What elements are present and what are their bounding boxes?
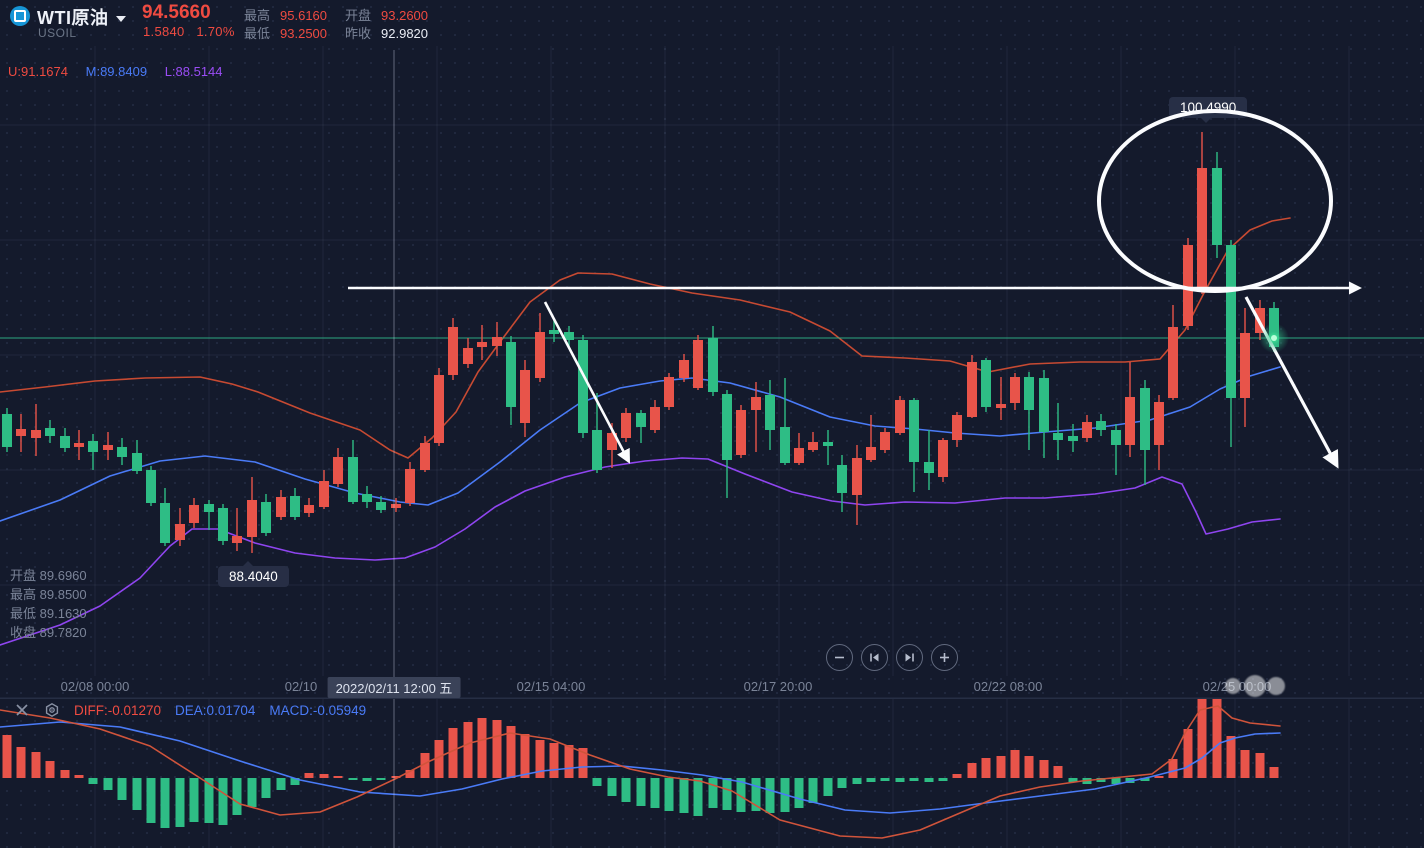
watermark-dot [1225, 678, 1241, 694]
close-indicator-icon[interactable] [14, 702, 30, 718]
macd-indicator-header: DIFF:-0.01270 DEA:0.01704 MACD:-0.05949 [14, 701, 366, 719]
time-tick-highlighted: 2022/02/11 12:00 五 [327, 677, 461, 698]
stat-high: 最高 95.6160 [244, 8, 328, 23]
minus-icon [835, 656, 844, 659]
time-tick-label: 02/10 [284, 679, 318, 694]
watermark-dot [1267, 677, 1285, 695]
time-tick-label: 02/08 00:00 [60, 679, 130, 694]
time-tick-label: 02/15 04:00 [516, 679, 586, 694]
symbol-code: USOIL [38, 26, 77, 40]
skip-end-icon [905, 653, 914, 662]
chevron-down-icon [115, 16, 126, 23]
pan-left-button[interactable] [861, 644, 888, 671]
time-tick-label: 02/22 08:00 [973, 679, 1043, 694]
pan-right-button[interactable] [896, 644, 923, 671]
price-change: 1.5840 1.70% [143, 24, 235, 39]
macd-dea-value: DEA:0.01704 [175, 702, 256, 718]
macd-diff-value: DIFF:-0.01270 [74, 702, 162, 718]
ohlc-low: 最低 89.1630 [10, 606, 87, 621]
instrument-logo-icon [10, 6, 30, 26]
ohlc-close: 收盘 89.7820 [10, 625, 87, 640]
macd-lines [0, 705, 1281, 839]
macd-histogram [2, 699, 1279, 828]
skip-start-icon [870, 653, 879, 662]
last-price: 94.5660 [142, 2, 211, 23]
watermark-dot [1244, 675, 1266, 697]
bollinger-bands [0, 217, 1291, 646]
symbol-name: WTI原油 [37, 8, 109, 28]
zoom-in-button[interactable] [931, 644, 958, 671]
stat-prev-close: 昨收 92.9820 [345, 26, 429, 41]
ohlc-legend: 开盘 89.6960 最高 89.8500 最低 89.1630 收盘 89.7… [10, 566, 87, 642]
macd-value: MACD:-0.05949 [269, 702, 367, 718]
level-price-tooltip: 88.4040 [218, 561, 289, 587]
stat-open: 开盘 93.2600 [345, 8, 429, 23]
plus-icon [940, 653, 949, 662]
indicator-settings-icon[interactable] [44, 702, 60, 718]
drawn-annotations [348, 281, 1362, 469]
time-axis: 02/08 00:00 02/10 2022/02/11 12:00 五 02/15 … [0, 676, 1424, 699]
ohlc-high: 最高 89.8500 [10, 587, 87, 602]
ohlc-open: 开盘 89.6960 [10, 568, 87, 583]
zoom-out-button[interactable] [826, 644, 853, 671]
peak-price-tooltip: 100.4990 [1169, 97, 1248, 123]
boll-lower-value: L:88.5144 [164, 64, 223, 79]
boll-upper-value: U:91.1674 [8, 64, 68, 79]
candlesticks [2, 132, 1279, 553]
header: WTI原油 USOIL 94.5660 1.5840 1.70% 最高 95.61… [0, 0, 1424, 46]
grid-lines [0, 46, 1424, 848]
time-tick-label: 02/17 20:00 [743, 679, 813, 694]
chart-controls [826, 644, 958, 671]
stat-low: 最低 93.2500 [244, 26, 328, 41]
boll-middle-value: M:89.8409 [85, 64, 148, 79]
symbol-selector[interactable]: WTI原油 [37, 4, 126, 30]
boll-legend: U:91.1674 M:89.8409 L:88.5144 [8, 64, 237, 79]
